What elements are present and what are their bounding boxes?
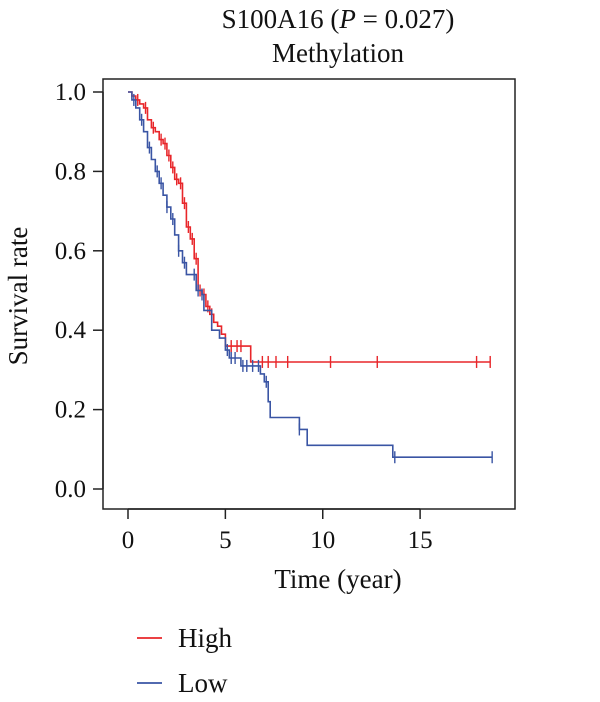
- chart-legend: High Low: [137, 623, 233, 698]
- series-line-high: [128, 91, 491, 363]
- x-tick-label: 5: [219, 527, 232, 554]
- x-axis: 0 5 10 15: [122, 508, 433, 554]
- legend-label-high: High: [178, 623, 233, 653]
- series-line-low: [128, 91, 493, 458]
- x-tick-label: 0: [122, 527, 135, 554]
- y-tick-label: 0.8: [55, 158, 86, 185]
- y-tick-label: 1.0: [55, 79, 86, 106]
- series-layer: [128, 91, 493, 464]
- x-tick-label: 10: [310, 527, 335, 554]
- y-axis: 0.0 0.2 0.4 0.6 0.8 1.0: [55, 79, 104, 503]
- legend-label-low: Low: [178, 668, 228, 698]
- y-tick-label: 0.0: [55, 476, 86, 503]
- x-tick-label: 15: [408, 527, 433, 554]
- y-tick-label: 0.2: [55, 397, 86, 424]
- chart-title: S100A16 (P = 0.027): [222, 4, 455, 34]
- y-tick-label: 0.4: [55, 317, 87, 344]
- x-axis-label: Time (year): [274, 564, 401, 594]
- y-axis-label: Survival rate: [3, 227, 33, 366]
- chart-subtitle: Methylation: [272, 38, 404, 68]
- y-tick-label: 0.6: [55, 238, 86, 265]
